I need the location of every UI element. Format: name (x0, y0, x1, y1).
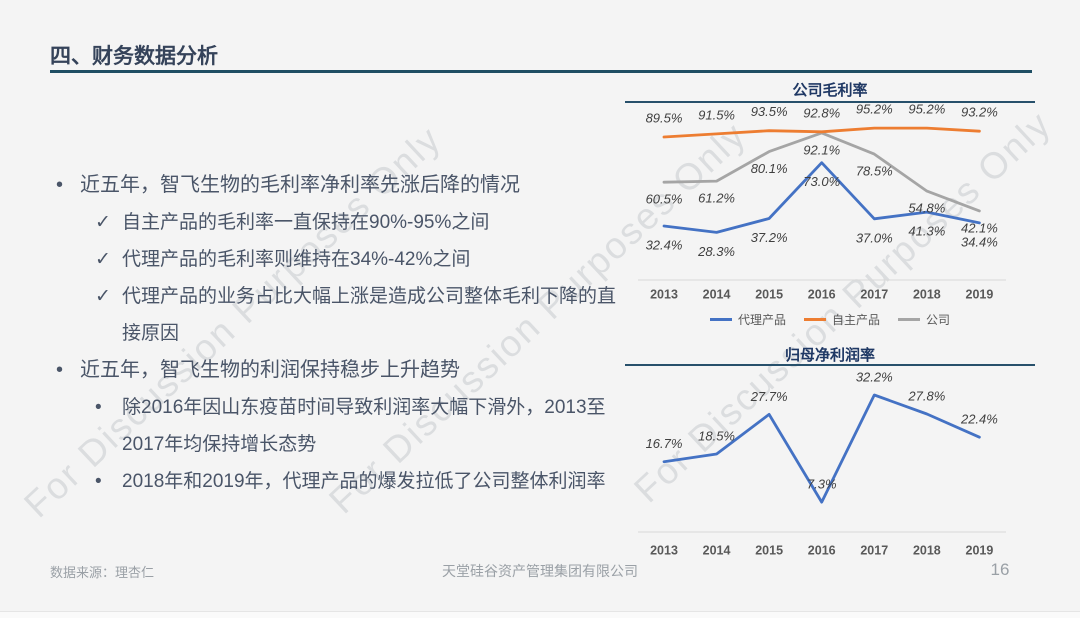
x-axis-tick-label: 2018 (913, 287, 941, 301)
x-axis-tick-label: 2019 (966, 543, 994, 557)
data-source-note: 数据来源：理杏仁 (50, 565, 155, 580)
data-point-label: 61.2% (698, 191, 735, 206)
x-axis-tick-label: 2017 (860, 543, 888, 557)
legend-item-company: 公司 (898, 311, 950, 328)
legend-label: 公司 (926, 313, 951, 327)
slide-edge (0, 611, 1080, 618)
data-point-label: 37.0% (856, 230, 893, 245)
data-point-label: 54.8% (908, 201, 945, 216)
data-point-label: 78.5% (856, 164, 893, 179)
data-point-label: 28.3% (697, 244, 735, 259)
data-point-label: 32.2% (856, 369, 893, 384)
bullet-item: • 近五年，智飞生物的毛利率净利率先涨后降的情况 (50, 167, 628, 204)
data-point-label: 92.1% (803, 142, 840, 157)
legend-line-swatch-orange (803, 318, 826, 321)
bullet-text: 代理产品的毛利率则维持在34%-42%之间 (122, 249, 471, 270)
title-underline (50, 70, 1032, 73)
page-title: 四、财务数据分析 (50, 45, 218, 68)
data-point-label: 95.2% (908, 102, 945, 117)
bullet-text: 除2016年因山东疫苗时间导致利润率大幅下滑外，2013至2017年均保持增长态… (122, 397, 606, 455)
data-point-label: 41.3% (908, 224, 945, 239)
footer-company-name: 天堂硅谷资产管理集团有限公司 (442, 563, 638, 579)
bullet-item: ✓ 自主产品的毛利率一直保持在90%-95%之间 (95, 204, 628, 241)
gross-margin-chart-title: 公司毛利率 (792, 82, 868, 99)
legend-line-swatch-blue (709, 318, 732, 321)
x-axis-tick-label: 2013 (650, 543, 678, 557)
bullet-item: • 近五年，智飞生物的利润保持稳步上升趋势 (50, 352, 628, 389)
data-point-label: 27.7% (750, 389, 788, 404)
data-point-label: 60.5% (646, 192, 683, 207)
legend-label: 代理产品 (737, 313, 786, 327)
x-axis-tick-label: 2016 (808, 543, 836, 557)
bullet-item: ✓ 代理产品的业务占比大幅上涨是造成公司整体毛利下降的直接原因 (95, 278, 628, 352)
bullet-marker: • (95, 471, 102, 492)
chart-legend: 代理产品 自主产品 公司 (625, 311, 1035, 328)
x-axis-tick-label: 2014 (703, 543, 731, 557)
data-point-label: 37.2% (751, 230, 788, 245)
bullet-text: 2018年和2019年，代理产品的爆发拉低了公司整体利润率 (122, 471, 606, 492)
x-axis-tick-label: 2018 (913, 543, 941, 557)
bullet-marker: • (56, 174, 64, 196)
bullet-text: 近五年，智飞生物的毛利率净利率先涨后降的情况 (80, 174, 520, 196)
data-point-label: 93.2% (961, 105, 998, 120)
check-icon: ✓ (95, 212, 111, 233)
legend-item-own: 自主产品 (803, 311, 880, 328)
x-axis-tick-label: 2015 (755, 543, 783, 557)
x-axis-tick-label: 2016 (808, 287, 836, 301)
data-point-label: 89.5% (646, 110, 683, 125)
legend-item-agency: 代理产品 (709, 311, 786, 328)
bullet-item: • 2018年和2019年，代理产品的爆发拉低了公司整体利润率 (95, 463, 628, 500)
bullet-item: ✓ 代理产品的毛利率则维持在34%-42%之间 (95, 241, 628, 278)
bullet-marker: • (95, 397, 102, 418)
data-point-label: 80.1% (751, 161, 788, 176)
data-point-label: 42.1% (961, 220, 998, 235)
data-point-label: 27.8% (907, 388, 945, 403)
bullet-text: 自主产品的毛利率一直保持在90%-95%之间 (122, 212, 490, 233)
data-point-label: 73.0% (803, 174, 840, 189)
check-icon: ✓ (95, 286, 111, 307)
chart-title-underline (625, 101, 1035, 103)
x-axis-tick-label: 2019 (966, 287, 994, 301)
data-point-label: 95.2% (856, 102, 893, 117)
charts-column: 公司毛利率 2013 2014 2015 2016 2017 2018 2019 32.4% 2… (625, 0, 1035, 618)
data-point-label: 93.5% (751, 104, 788, 119)
legend-label: 自主产品 (831, 313, 880, 327)
net-margin-chart: 2013 2014 2015 2016 2017 2018 2019 16.7% 18.5% 27… (638, 369, 1006, 557)
x-axis-tick-label: 2017 (860, 287, 888, 301)
data-point-label: 16.7% (646, 436, 683, 451)
data-point-label: 7.3% (807, 477, 837, 492)
bullet-text: 代理产品的业务占比大幅上涨是造成公司整体毛利下降的直接原因 (122, 286, 617, 344)
gross-margin-chart: 2013 2014 2015 2016 2017 2018 2019 32.4% 28.3% 37… (638, 102, 1006, 301)
data-point-label: 91.5% (698, 107, 735, 122)
x-axis-tick-label: 2013 (650, 287, 678, 301)
data-point-label: 92.8% (803, 105, 840, 120)
data-point-label: 18.5% (698, 428, 735, 443)
series-line-0 (662, 393, 981, 504)
series-line-0 (662, 161, 981, 234)
data-point-label: 34.4% (961, 234, 998, 249)
series-line-1 (662, 126, 981, 139)
bullet-text: 近五年，智飞生物的利润保持稳步上升趋势 (80, 359, 460, 381)
x-axis-tick-label: 2015 (755, 287, 783, 301)
x-axis-tick-label: 2014 (703, 287, 731, 301)
net-margin-chart-title: 归母净利润率 (784, 347, 875, 364)
legend-line-swatch-gray (898, 318, 920, 321)
bullet-item: • 除2016年因山东疫苗时间导致利润率大幅下滑外，2013至2017年均保持增… (95, 389, 628, 463)
bullet-marker: • (56, 359, 64, 381)
data-point-label: 32.4% (646, 237, 683, 252)
data-point-label: 22.4% (960, 412, 998, 427)
chart-title-underline (625, 364, 1035, 366)
bullet-list: • 近五年，智飞生物的毛利率净利率先涨后降的情况 ✓ 自主产品的毛利率一直保持在… (50, 167, 628, 500)
check-icon: ✓ (95, 249, 111, 270)
page-number: 16 (990, 560, 1010, 579)
